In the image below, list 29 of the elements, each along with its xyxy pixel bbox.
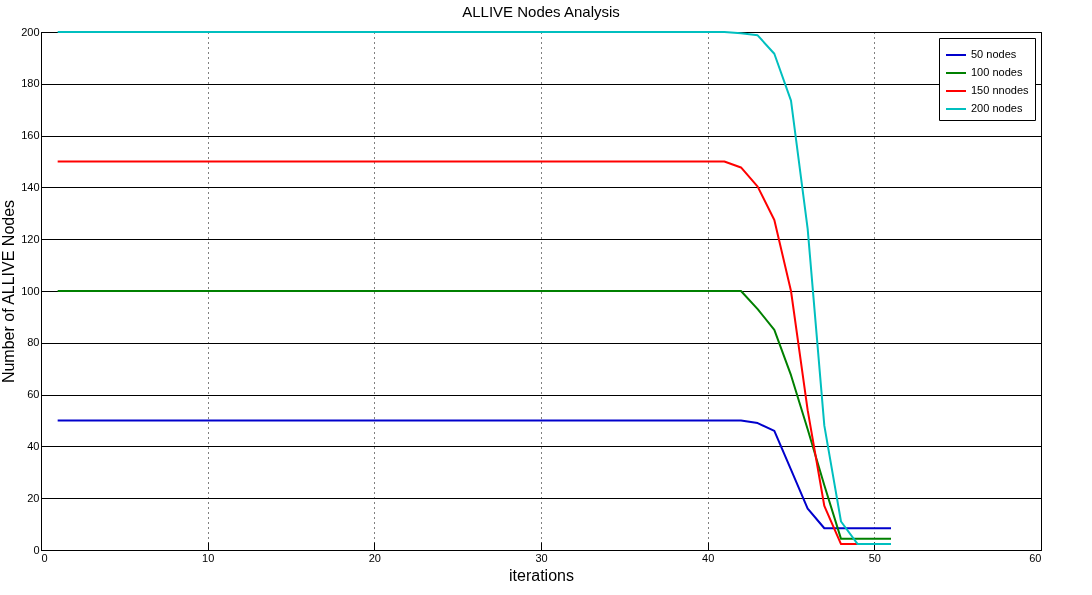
y-tick-label: 100 <box>21 284 40 297</box>
x-axis-title: iterations <box>509 566 574 584</box>
y-tick-label: 160 <box>21 129 40 142</box>
x-tick-label: 30 <box>535 551 548 564</box>
legend-label: 50 nodes <box>971 48 1017 60</box>
line-series <box>56 31 892 546</box>
y-tick-label: 120 <box>21 232 40 245</box>
x-tick-label: 20 <box>368 551 381 564</box>
y-tick-label: 180 <box>21 77 40 90</box>
x-tick-label: 60 <box>1029 551 1042 564</box>
y-axis-title: Number of ALLIVE Nodes <box>0 199 18 384</box>
x-tick-label: 40 <box>702 551 715 564</box>
y-tick-label: 0 <box>33 543 40 556</box>
x-tick-label: 10 <box>202 551 215 564</box>
legend-label: 150 nnodes <box>971 84 1029 96</box>
line-series <box>56 160 859 546</box>
line-series <box>56 419 892 530</box>
y-tick-label: 140 <box>21 180 40 193</box>
y-tick-label: 80 <box>27 336 40 349</box>
x-tick-label: 0 <box>41 551 48 564</box>
legend-label: 200 nodes <box>971 102 1023 114</box>
legend-label: 100 nodes <box>971 66 1023 78</box>
y-tick-label: 20 <box>27 491 40 504</box>
y-tick-label: 200 <box>21 25 40 38</box>
y-tick-label: 60 <box>27 388 40 401</box>
x-tick-label: 50 <box>868 551 881 564</box>
line-series <box>56 290 892 540</box>
y-tick-label: 40 <box>27 439 40 452</box>
chart-title: ALLIVE Nodes Analysis <box>462 3 620 20</box>
